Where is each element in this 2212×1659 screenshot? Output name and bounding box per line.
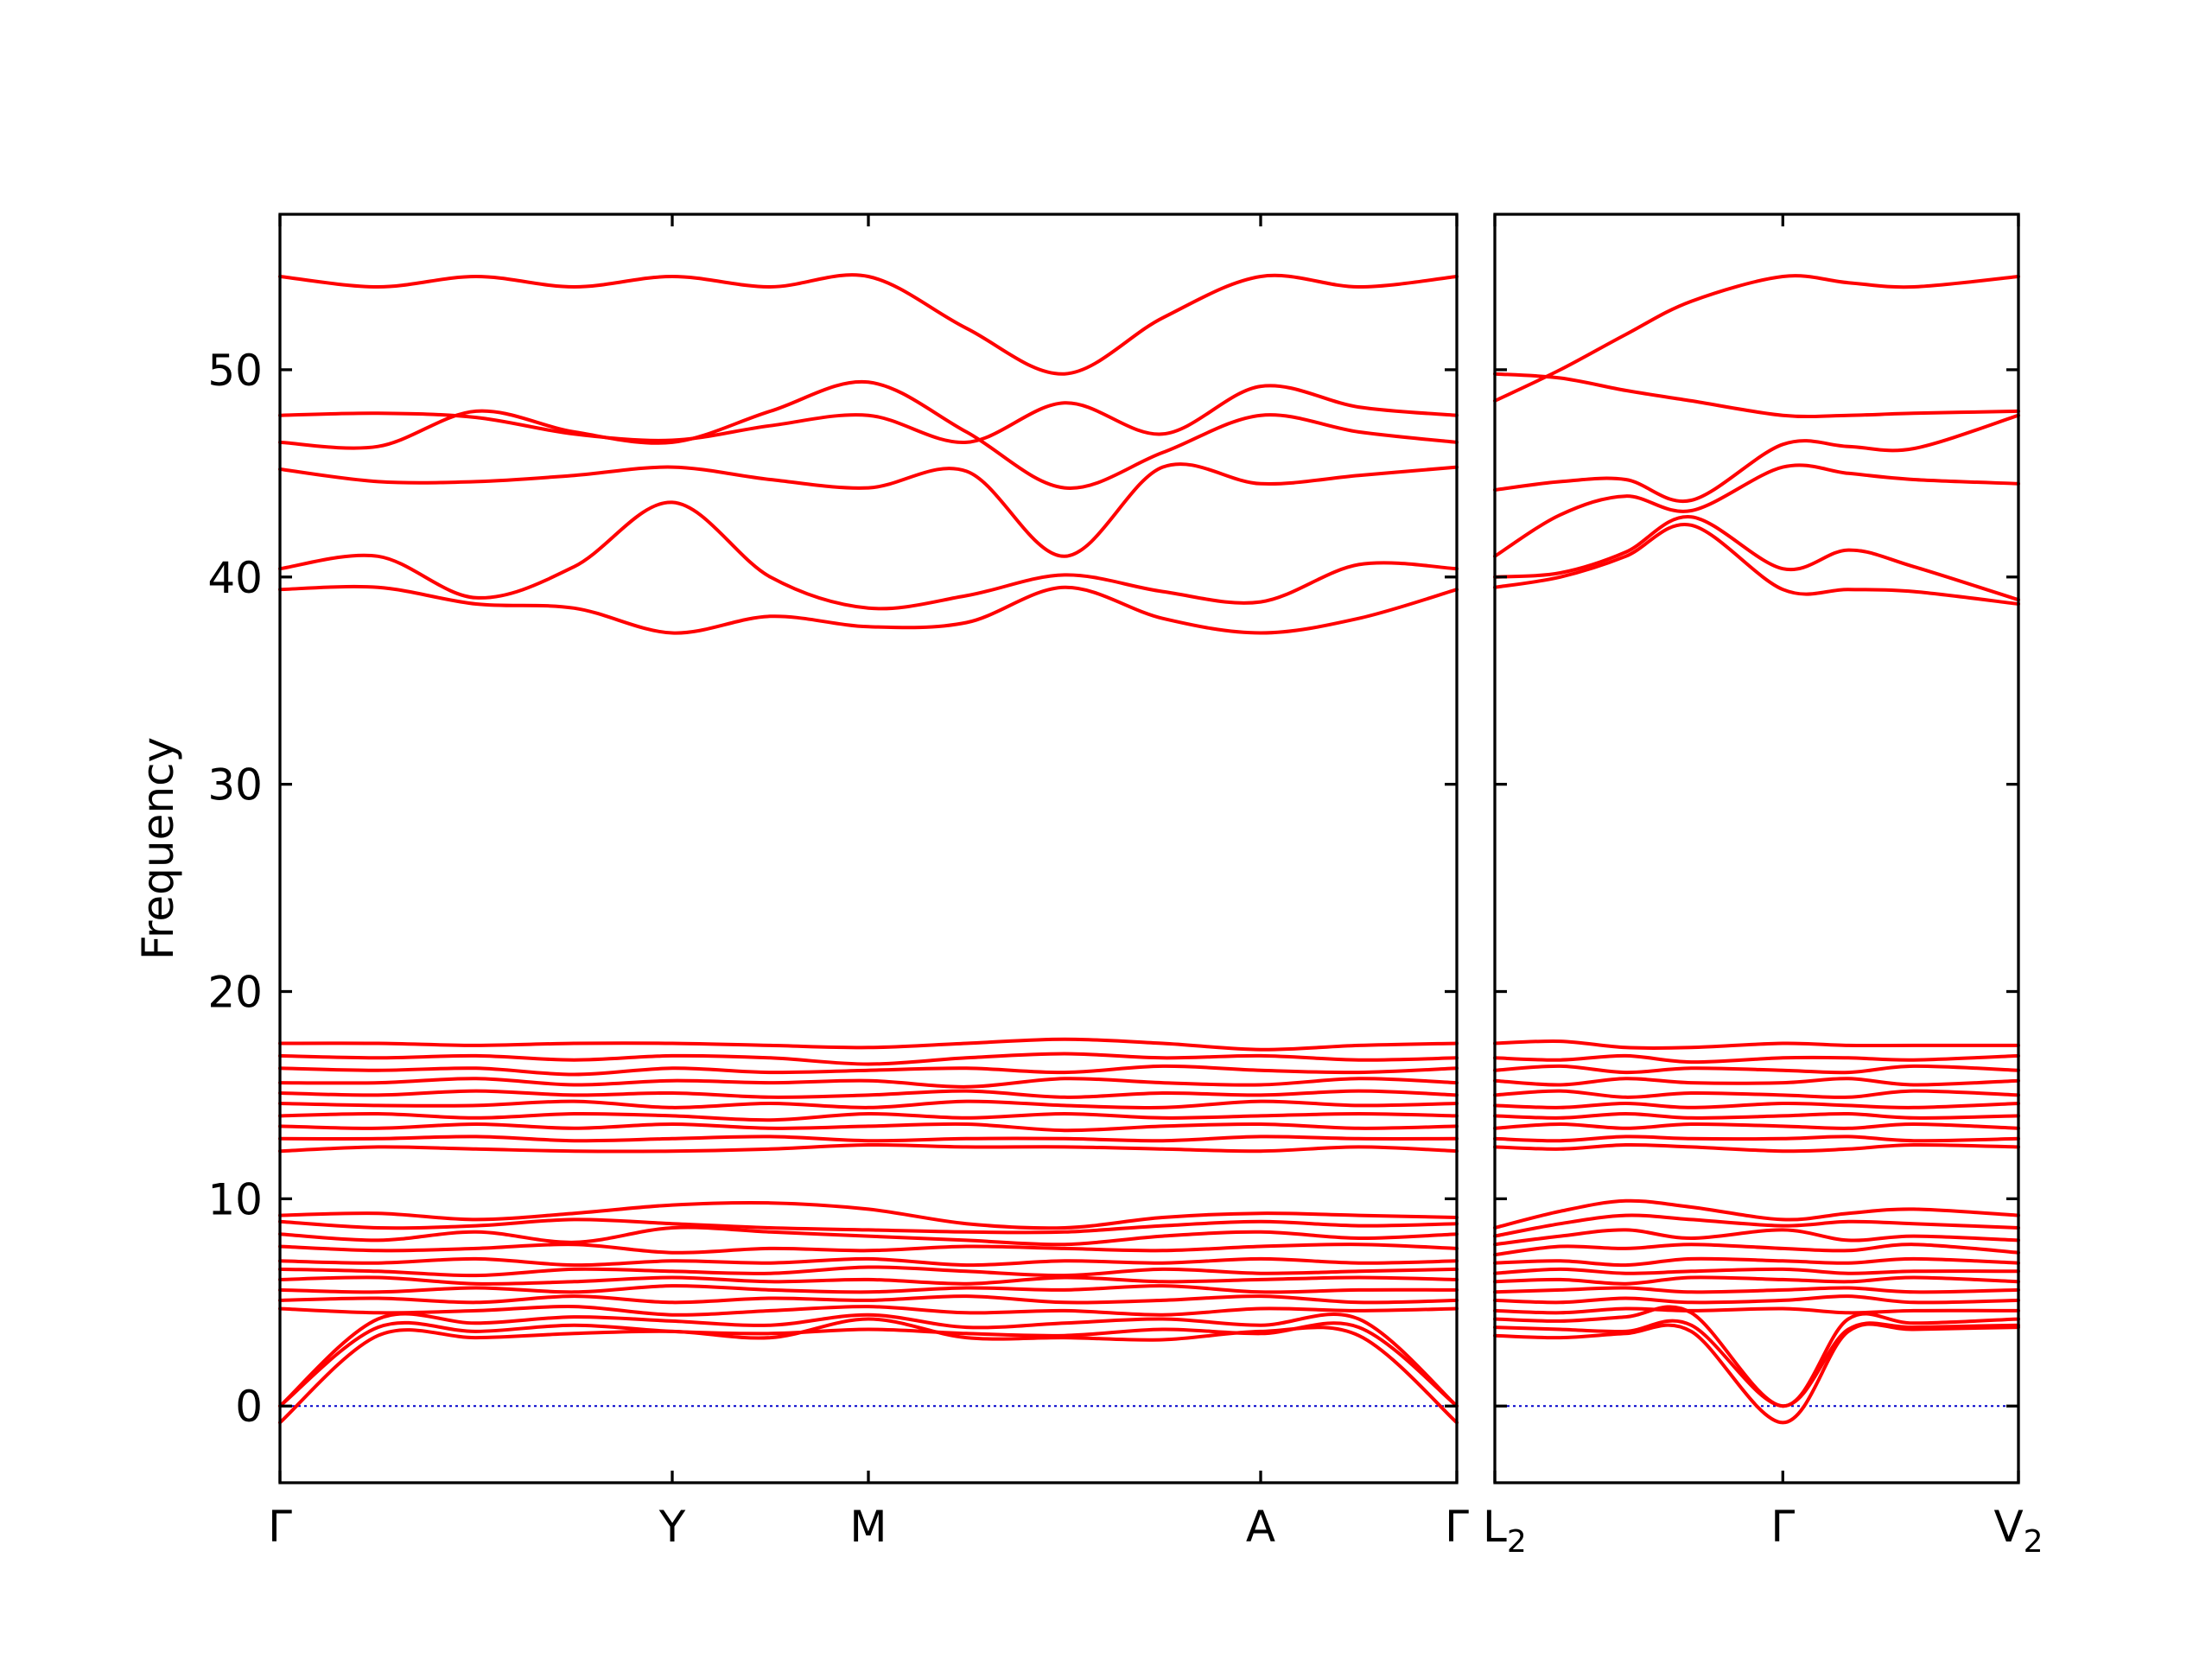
- right-panel-band-5: [1495, 517, 2018, 600]
- y-tick-label: 30: [207, 760, 263, 810]
- right-panel-band-19: [1495, 1230, 2018, 1244]
- right-panel-band-29: [1495, 1324, 2018, 1422]
- y-tick-label: 40: [207, 553, 263, 603]
- right-panel-band-10: [1495, 1078, 2018, 1084]
- left-panel-band-22: [280, 1267, 1457, 1275]
- x-tick-label: Γ: [1445, 1502, 1469, 1552]
- left-panel-band-16: [280, 1145, 1457, 1152]
- right-panel-band-6: [1495, 524, 2018, 604]
- x-tick-label: M: [849, 1502, 887, 1552]
- right-panel-band-24: [1495, 1287, 2018, 1292]
- right-panel-band-2: [1495, 374, 2018, 416]
- left-panel-band-24: [280, 1286, 1457, 1292]
- x-tick-label: Γ: [1770, 1502, 1795, 1552]
- left-panel-band-20: [280, 1244, 1457, 1253]
- left-panel-band-17: [280, 1203, 1457, 1228]
- left-panel-band-8: [280, 1054, 1457, 1065]
- y-tick-label: 50: [207, 346, 263, 396]
- right-panel-band-1: [1495, 276, 2018, 401]
- left-panel-band-29: [280, 1319, 1457, 1423]
- right-panel-bands: [1495, 276, 2018, 1422]
- x-tick-label: V2: [1993, 1502, 2043, 1560]
- right-panel-band-26: [1495, 1308, 2018, 1313]
- left-panel-band-21: [280, 1259, 1457, 1265]
- y-axis-label: Frequency: [133, 737, 183, 960]
- right-panel-band-11: [1495, 1091, 2018, 1097]
- right-panel-band-14: [1495, 1124, 2018, 1128]
- right-panel-band-28: [1495, 1321, 2018, 1407]
- right-panel: L2 Γ V2: [1483, 214, 2044, 1560]
- right-panel-band-23: [1495, 1277, 2018, 1283]
- right-panel-band-3: [1495, 416, 2018, 501]
- left-panel-band-5: [280, 502, 1457, 608]
- left-panel: 0 10 20 30 40 50 Γ Y M A Γ: [207, 214, 1469, 1552]
- left-panel-band-4: [280, 464, 1457, 556]
- left-panel-band-7: [280, 1039, 1457, 1050]
- left-panel-band-12: [280, 1102, 1457, 1108]
- left-panel-bands: [280, 275, 1457, 1422]
- left-panel-band-14: [280, 1124, 1457, 1130]
- left-panel-band-1: [280, 275, 1457, 374]
- right-panel-band-7: [1495, 1041, 2018, 1048]
- right-panel-band-21: [1495, 1259, 2018, 1265]
- left-panel-band-3: [280, 382, 1457, 488]
- right-panel-band-9: [1495, 1066, 2018, 1072]
- left-panel-band-10: [280, 1078, 1457, 1087]
- x-tick-label: A: [1246, 1502, 1275, 1552]
- right-panel-band-25: [1495, 1296, 2018, 1302]
- x-tick-label: Y: [658, 1502, 686, 1552]
- y-tick-label: 0: [235, 1382, 263, 1432]
- right-panel-band-15: [1495, 1136, 2018, 1141]
- right-panel-band-20: [1495, 1244, 2018, 1255]
- left-panel-band-18: [280, 1219, 1457, 1232]
- right-panel-band-22: [1495, 1269, 2018, 1274]
- right-panel-band-8: [1495, 1056, 2018, 1062]
- right-panel-band-13: [1495, 1114, 2018, 1118]
- x-tick-label: Γ: [268, 1502, 292, 1552]
- y-tick-label: 10: [207, 1174, 263, 1224]
- left-panel-band-11: [280, 1091, 1457, 1097]
- x-tick-label: L2: [1483, 1502, 1527, 1560]
- left-panel-band-15: [280, 1136, 1457, 1141]
- left-panel-band-9: [280, 1066, 1457, 1075]
- right-panel-band-12: [1495, 1103, 2018, 1108]
- left-panel-band-23: [280, 1277, 1457, 1284]
- y-tick-label: 20: [207, 968, 263, 1018]
- right-panel-band-16: [1495, 1145, 2018, 1151]
- right-panel-ticks: L2 Γ V2: [1483, 214, 2044, 1560]
- left-panel-band-13: [280, 1114, 1457, 1120]
- left-panel-band-25: [280, 1296, 1457, 1302]
